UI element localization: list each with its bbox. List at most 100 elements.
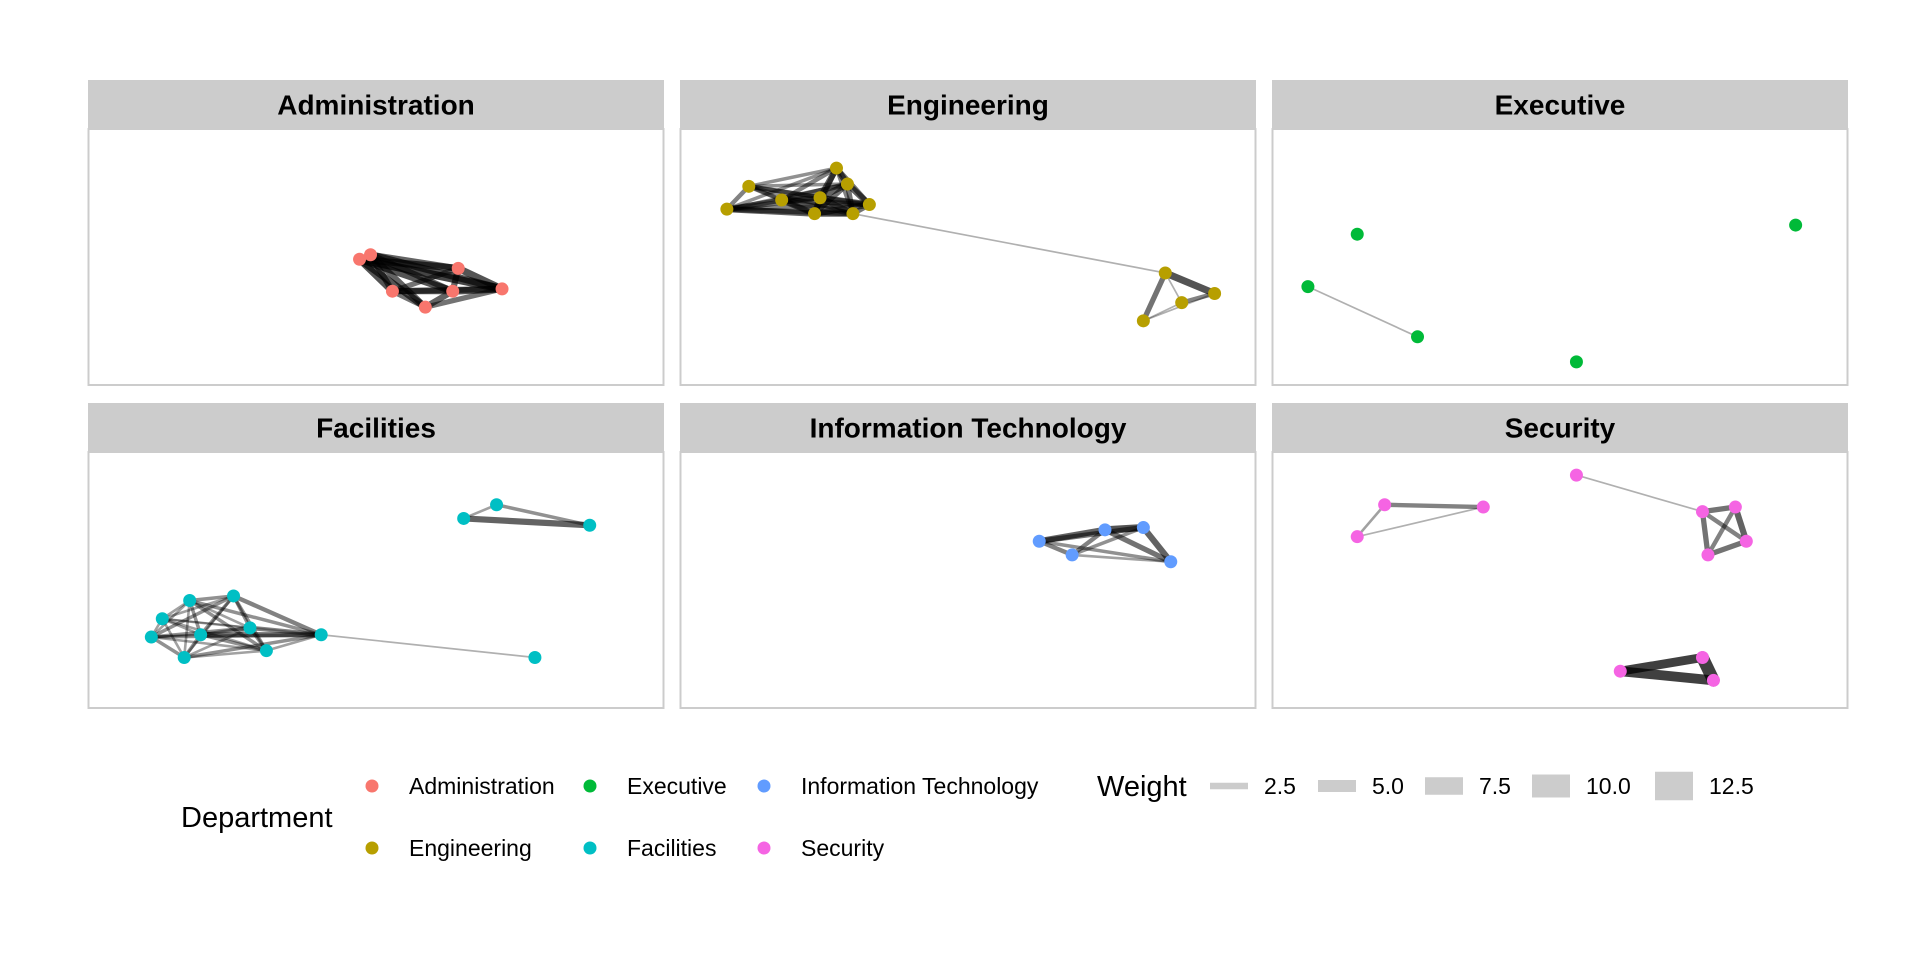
network-node (829, 161, 843, 175)
network-edge (1037, 539, 1173, 564)
panel-background (1271, 451, 1849, 709)
network-node (1789, 218, 1803, 232)
network-edge (160, 617, 202, 637)
network-node (862, 198, 876, 212)
network-node (775, 193, 789, 207)
network-edge (1140, 270, 1168, 324)
facet-security: Security (1271, 403, 1849, 709)
network-edge (187, 598, 269, 653)
network-edge (187, 598, 323, 637)
facet-executive: Executive (1271, 80, 1849, 386)
network-node (353, 252, 367, 266)
facet-title: Facilities (316, 413, 436, 444)
network-node (418, 300, 432, 314)
network-edge (747, 166, 839, 189)
network-edge (182, 649, 268, 659)
legend-label: Information Technology (801, 773, 1039, 799)
network-edge (160, 617, 186, 659)
network-edge (460, 515, 593, 529)
network-edge (198, 594, 236, 637)
facet-title: Security (1505, 413, 1616, 444)
panel-background (87, 451, 665, 709)
weight-key (1532, 774, 1570, 798)
network-edge (367, 251, 429, 311)
network-edge (852, 212, 1167, 274)
network-node (742, 179, 756, 193)
facet-strip (88, 80, 664, 129)
network-node (846, 207, 860, 221)
network-edge (160, 594, 235, 621)
network-edge (1140, 524, 1174, 565)
network-node (1208, 286, 1222, 300)
facet-strip (680, 403, 1256, 452)
network-edge (725, 166, 839, 211)
network-edge (1705, 538, 1749, 558)
network-node (1706, 673, 1720, 687)
network-node (385, 284, 399, 298)
legend-key-information-technology (757, 779, 771, 793)
department-legend: Department Administration Engineering Execu… (181, 773, 1039, 861)
network-edge (182, 594, 235, 659)
legend-label: 10.0 (1586, 773, 1631, 799)
weight-key (1425, 777, 1463, 795)
legend-label: Administration (409, 773, 555, 799)
network-edge (1705, 504, 1738, 558)
facet-title: Executive (1495, 90, 1626, 121)
network-edge (160, 617, 252, 630)
network-node (364, 248, 378, 262)
panel-background (679, 128, 1257, 386)
network-node (813, 191, 827, 205)
legend-label: Executive (627, 773, 727, 799)
network-node (177, 651, 191, 665)
network-node (495, 282, 509, 296)
network-edge (366, 251, 506, 293)
legend-key-executive (583, 779, 597, 793)
legend-title-weight: Weight (1097, 771, 1187, 803)
facet-title: Administration (277, 90, 475, 121)
panel-background (1271, 128, 1849, 386)
network-edge (1069, 527, 1108, 558)
network-edge (161, 617, 323, 636)
network-edge (1355, 503, 1386, 538)
network-node (1098, 523, 1112, 537)
legend-label: 7.5 (1479, 773, 1511, 799)
network-edge (150, 633, 202, 639)
legend-key-security (757, 841, 771, 855)
network-edge (1382, 502, 1486, 510)
network-edge (389, 265, 461, 294)
facet-information-technology: Information Technology (679, 403, 1257, 709)
weight-key (1210, 782, 1248, 790)
network-edge (1102, 527, 1174, 565)
network-edge (188, 599, 252, 630)
network-edge (265, 633, 323, 652)
facet-administration: Administration (87, 80, 665, 386)
network-node (314, 628, 328, 642)
network-node (155, 612, 169, 626)
facet-strip (680, 80, 1256, 129)
network-node (227, 589, 241, 603)
network-edge (816, 194, 873, 208)
network-edge (150, 599, 191, 639)
network-node (490, 498, 504, 512)
network-edge (187, 594, 236, 603)
network-edge (198, 632, 269, 653)
network-node (808, 207, 822, 221)
network-edge (494, 503, 592, 528)
network-node (1728, 500, 1742, 514)
legend-key-administration (365, 779, 379, 793)
facet-title: Engineering (887, 90, 1049, 121)
network-edge (1356, 506, 1485, 538)
network-node (457, 511, 471, 525)
network-node (144, 630, 158, 644)
network-edge (422, 286, 505, 310)
legend-key-engineering (365, 841, 379, 855)
network-node (1158, 266, 1172, 280)
panel-background (679, 451, 1257, 709)
facet-facilities: Facilities (87, 403, 665, 709)
facet-title: Information Technology (810, 413, 1127, 444)
network-edge (1700, 509, 1749, 544)
facet-strip (1272, 403, 1848, 452)
network-node (1411, 330, 1425, 344)
network-node (446, 284, 460, 298)
